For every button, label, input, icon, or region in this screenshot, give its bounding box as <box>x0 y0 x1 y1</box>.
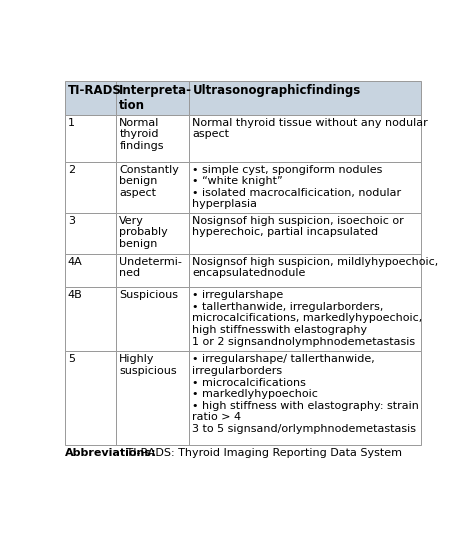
Bar <box>117 287 190 352</box>
Text: Highly
suspicious: Highly suspicious <box>119 354 177 376</box>
Bar <box>117 254 190 287</box>
Bar <box>117 213 190 254</box>
Text: 1: 1 <box>68 118 75 128</box>
Text: Ultrasonographicfindings: Ultrasonographicfindings <box>192 84 361 97</box>
Bar <box>65 213 117 254</box>
Bar <box>65 115 117 161</box>
Bar <box>65 287 117 352</box>
Bar <box>117 161 190 213</box>
Text: Nosignsof high suspicion, isoechoic or
hyperechoic, partial incapsulated: Nosignsof high suspicion, isoechoic or h… <box>192 216 404 237</box>
Text: Undetermi-
ned: Undetermi- ned <box>119 257 182 278</box>
Text: TI-RADS: TI-RADS <box>68 84 121 97</box>
Text: Normal thyroid tissue without any nodular
aspect: Normal thyroid tissue without any nodula… <box>192 118 428 139</box>
Bar <box>65 81 117 115</box>
Text: • irregularshape
• tallerthanwide, irregularborders,
microcalcifications, marked: • irregularshape • tallerthanwide, irreg… <box>192 290 423 347</box>
Bar <box>190 213 421 254</box>
Text: • irregularshape/ tallerthanwide,
irregularborders
• microcalcifications
• marke: • irregularshape/ tallerthanwide, irregu… <box>192 354 419 434</box>
Text: 3: 3 <box>68 216 75 226</box>
Bar <box>190 81 421 115</box>
Bar <box>190 287 421 352</box>
Text: Interpreta-
tion: Interpreta- tion <box>119 84 192 112</box>
Text: 5: 5 <box>68 354 75 364</box>
Bar <box>190 115 421 161</box>
Bar <box>190 352 421 445</box>
Bar <box>65 352 117 445</box>
Text: • simple cyst, spongiform nodules
• “white knight”
• isolated macrocalficication: • simple cyst, spongiform nodules • “whi… <box>192 165 401 210</box>
Text: Nosignsof high suspicion, mildlyhypoechoic,
encapsulatednodule: Nosignsof high suspicion, mildlyhypoecho… <box>192 257 438 278</box>
Text: TI-RADS: Thyroid Imaging Reporting Data System: TI-RADS: Thyroid Imaging Reporting Data … <box>123 448 402 458</box>
Bar <box>117 352 190 445</box>
Bar <box>65 161 117 213</box>
Text: 2: 2 <box>68 165 75 175</box>
Bar <box>190 254 421 287</box>
Text: Constantly
benign
aspect: Constantly benign aspect <box>119 165 179 198</box>
Bar <box>117 81 190 115</box>
Text: 4A: 4A <box>68 257 82 267</box>
Bar <box>65 254 117 287</box>
Bar <box>190 161 421 213</box>
Text: Suspicious: Suspicious <box>119 290 178 300</box>
Text: Normal
thyroid
findings: Normal thyroid findings <box>119 118 164 151</box>
Bar <box>117 115 190 161</box>
Text: Abbreviations:: Abbreviations: <box>65 448 156 458</box>
Text: 4B: 4B <box>68 290 82 300</box>
Text: Very
probably
benign: Very probably benign <box>119 216 168 249</box>
